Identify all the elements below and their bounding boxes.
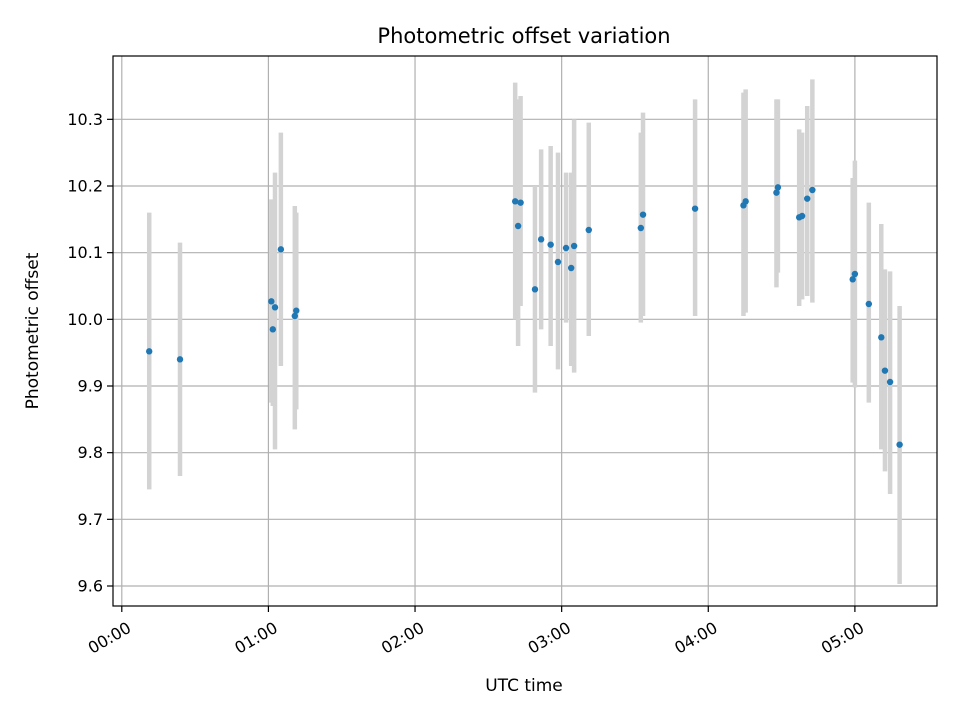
data-point [637,224,645,232]
y-tick-label: 10.1 [67,243,103,262]
data-point [570,242,578,250]
data-point [639,211,647,218]
data-point [554,258,562,266]
x-tick-label: 00:00 [85,618,134,658]
y-tick-label: 10.3 [67,110,103,129]
y-axis-ticks: 9.6 9.7 9.8 9.9 10.0 10.1 10.2 10.3 [67,110,113,596]
x-axis-ticks: 00:00 01:00 02:00 03:00 04:00 05:00 [85,606,867,658]
data-point [269,326,277,333]
data-point [804,195,811,202]
data-point [517,199,524,206]
y-tick-label: 9.6 [78,577,103,596]
y-axis-label: Photometric offset [23,252,43,409]
data-point [774,184,782,191]
data-point [271,304,279,311]
y-tick-label: 10.0 [67,310,103,329]
x-tick-label: 01:00 [231,618,280,658]
data-point [277,246,285,253]
plot-frame [112,55,938,607]
data-point [562,244,570,252]
data-point [585,226,592,234]
data-point [268,298,275,305]
data-point [511,198,519,205]
y-tick-label: 9.9 [78,377,103,396]
data-point [567,264,575,272]
data-point [691,205,699,212]
data-point [514,222,522,230]
y-tick-label: 9.8 [78,443,103,462]
data-points [146,184,903,448]
data-point [291,312,299,320]
data-point [742,198,749,205]
data-point [798,212,806,220]
data-point [146,348,153,355]
data-point [849,276,856,283]
data-point [547,241,554,248]
data-point [878,334,885,341]
x-axis-label: UTC time [485,676,563,696]
y-tick-label: 10.2 [67,177,103,196]
data-point [531,286,539,293]
data-point [773,189,780,196]
data-point [809,186,816,194]
x-tick-label: 03:00 [525,618,574,658]
data-point [293,307,300,314]
data-point [865,300,873,308]
y-tick-label: 9.7 [78,510,103,529]
data-point [537,236,545,243]
data-point [886,378,894,386]
x-tick-label: 02:00 [378,618,427,658]
data-point [851,270,859,278]
chart-title: Photometric offset variation [377,24,670,48]
data-point [176,356,184,363]
error-bars [146,79,902,584]
x-tick-label: 05:00 [818,618,867,658]
data-point [881,367,889,374]
data-point [896,441,903,448]
x-tick-label: 04:00 [671,618,720,658]
